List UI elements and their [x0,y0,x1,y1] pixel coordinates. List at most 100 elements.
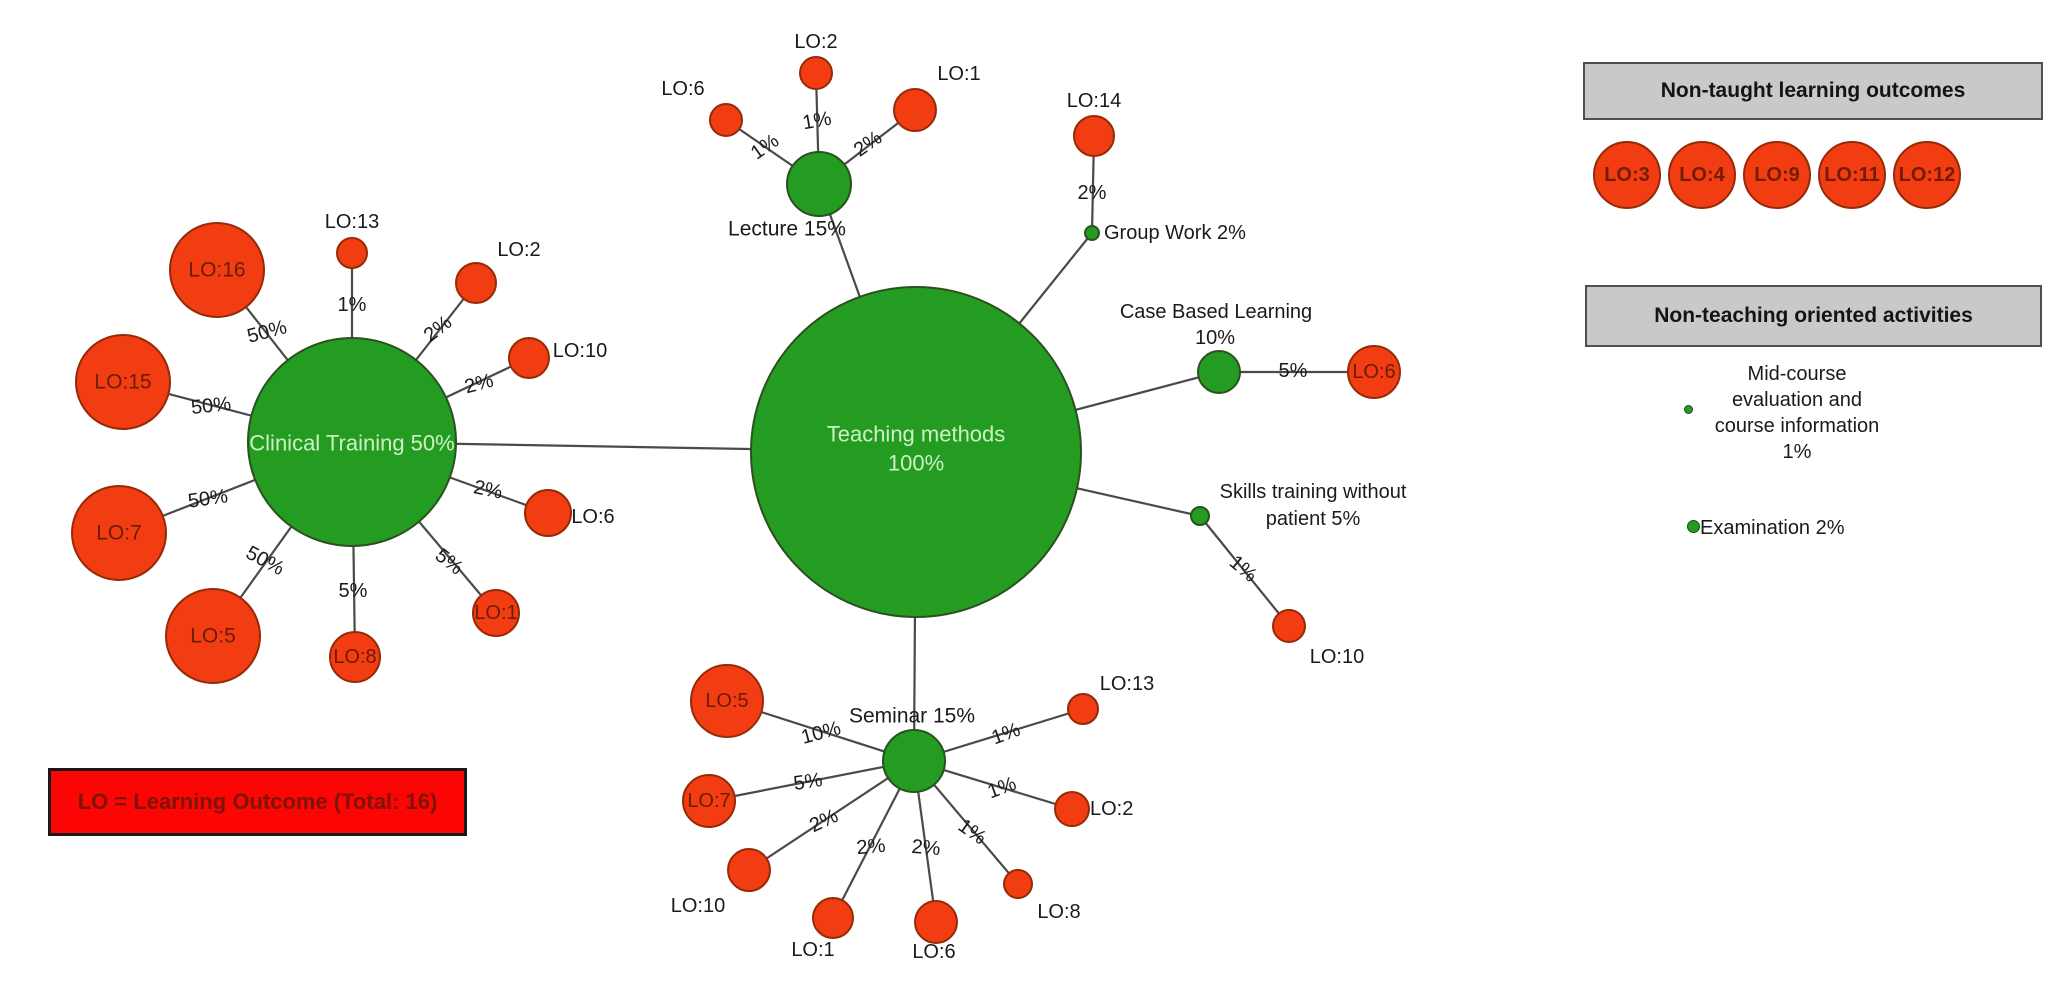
label-1-: 1% [985,773,1020,804]
node-lo1-clinical [472,589,520,637]
midcourse-item: Mid-course evaluation and course informa… [1682,361,1912,465]
label-1-: 1% [1225,551,1261,587]
node-seminar [882,729,946,793]
label-lo-13: LO:13 [325,211,379,233]
node-lo8-seminar [1003,869,1033,899]
node-lo2-lecture [799,56,833,90]
label-patient-5-: patient 5% [1266,508,1361,530]
node-lo15-clinical [75,334,171,430]
node-lo6-seminar [914,900,958,944]
label-lo-2: LO:2 [794,31,837,53]
label-lo-7: LO:7 [687,790,730,812]
node-lo7-seminar [682,774,736,828]
edge-skills-lo10-skills [1199,515,1290,627]
lo3-circle: LO:3 [1593,141,1661,209]
label-lo-8: LO:8 [1037,901,1080,923]
lo11-circle: LO:11 [1818,141,1886,209]
label-10-: 10% [799,717,844,749]
node-lo10-seminar [727,848,771,892]
label-lo-1: LO:1 [474,602,517,624]
label-lo-6: LO:6 [1352,361,1395,383]
label-2-: 2% [806,805,842,837]
node-lo5-seminar [690,664,764,738]
label-5-: 5% [1279,360,1308,382]
node-lo10-clinical [508,337,550,379]
node-lo13-seminar [1067,693,1099,725]
label-lo-16: LO:16 [188,259,245,282]
label-teaching-methods: Teaching methods [827,422,1006,447]
legend-box: LO = Learning Outcome (Total: 16) [48,768,467,836]
label-50-: 50% [187,485,230,512]
examination-item: Examination 2% [1700,516,1845,540]
lo4-circle: LO:4 [1668,141,1736,209]
lo12-circle: LO:12 [1893,141,1961,209]
node-groupwork [1084,225,1100,241]
node-lo1-lecture [893,88,937,132]
node-lo10-skills [1272,609,1306,643]
node-skills [1190,506,1210,526]
node-lo5-clinical [165,588,261,684]
label-lo-10: LO:10 [1310,646,1364,668]
non-taught-outcomes-circles: LO:3 LO:4 LO:9 LO:11 LO:12 [1593,141,1961,209]
label-seminar-15-: Seminar 15% [849,705,975,728]
label-clinical-training-50-: Clinical Training 50% [249,431,454,456]
node-lo2-clinical [455,262,497,304]
node-lo13-clinical [336,237,368,269]
node-lo6-lecture [709,103,743,137]
node-lo2-seminar [1054,791,1090,827]
node-lo6-cbl [1347,345,1401,399]
label-100-: 100% [888,451,944,476]
non-taught-outcomes-header: Non-taught learning outcomes [1583,62,2043,120]
label-group-work-2-: Group Work 2% [1104,222,1246,244]
midcourse-line: Mid-course [1747,363,1847,385]
label-lo-6: LO:6 [912,941,955,963]
label-50-: 50% [190,393,232,419]
node-lo8-clinical [329,631,381,683]
label-lo-2: LO:2 [497,239,540,261]
node-teaching [750,286,1082,618]
midcourse-dot-icon [1684,405,1693,414]
examination-dot-icon [1687,520,1700,533]
node-cbl [1197,350,1241,394]
label-lo-15: LO:15 [94,371,151,394]
label-2-: 2% [1078,182,1107,204]
label-2-: 2% [462,370,496,399]
label-2-: 2% [911,836,942,860]
examination-label: Examination 2% [1700,516,1845,539]
label-lo-7: LO:7 [96,522,142,545]
edge-seminar-lo7-seminar [708,759,915,803]
node-lo14-groupwork [1073,115,1115,157]
label-lo-8: LO:8 [333,646,376,668]
label-1-: 1% [338,294,367,316]
edge-seminar-lo10-seminar [748,760,915,871]
label-5-: 5% [339,580,368,602]
node-lo16-clinical [169,222,265,318]
midcourse-line: evaluation and [1731,389,1863,411]
label-lo-13: LO:13 [1100,673,1154,695]
label-50-: 50% [242,542,288,580]
label-lo-14: LO:14 [1067,90,1121,112]
label-lecture-15-: Lecture 15% [728,218,846,241]
lo9-circle: LO:9 [1743,141,1811,209]
label-1-: 1% [801,108,834,135]
label-lo-5: LO:5 [190,625,236,648]
non-teaching-activities-header: Non-teaching oriented activities [1585,285,2042,347]
label-50-: 50% [245,316,290,348]
midcourse-line: course information [1714,415,1880,437]
label-lo-2: LO:2 [1090,798,1133,820]
label-2-: 2% [856,835,887,859]
node-lecture [786,151,852,217]
label-1-: 1% [989,719,1024,750]
label-skills-training-without: Skills training without [1220,481,1407,503]
label-lo-6: LO:6 [661,78,704,100]
node-clinical [247,337,457,547]
label-lo-6: LO:6 [571,506,614,528]
label-case-based-learning: Case Based Learning [1120,301,1312,323]
node-lo6-clinical [524,489,572,537]
label-lo-1: LO:1 [791,939,834,961]
label-1-: 1% [747,130,783,165]
label-2-: 2% [472,476,505,504]
label-lo-1: LO:1 [937,63,980,85]
